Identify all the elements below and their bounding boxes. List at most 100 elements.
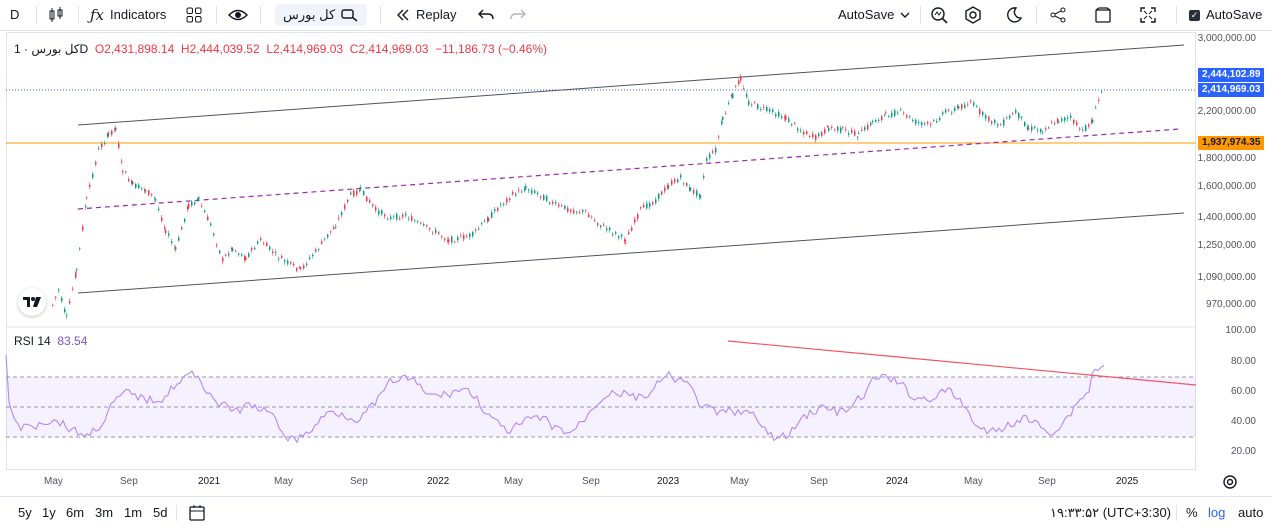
candle: [573, 210, 575, 214]
range-1m-button[interactable]: 1m: [124, 505, 143, 520]
candle: [831, 126, 833, 128]
visibility-button[interactable]: [228, 4, 248, 26]
clock-display[interactable]: ۱۹:۳۳:۵۲ (UTC+3:30): [1050, 505, 1171, 520]
publish-button[interactable]: [1094, 4, 1112, 26]
candle: [423, 224, 425, 226]
range-5y-button[interactable]: 5y: [18, 505, 32, 520]
symbol-search-button[interactable]: کل بورس: [275, 4, 368, 26]
auto-toggle[interactable]: auto: [1238, 505, 1264, 520]
undo-button[interactable]: [478, 4, 494, 26]
candle: [884, 114, 886, 116]
candle: [722, 117, 724, 120]
candle: [591, 216, 593, 218]
indicators-button[interactable]: ƒx Indicators: [90, 4, 166, 26]
interval-button[interactable]: D: [10, 4, 19, 26]
time-tick: Sep: [350, 476, 368, 487]
layouts-button[interactable]: [186, 4, 202, 26]
candle: [552, 201, 554, 204]
percent-toggle[interactable]: %: [1186, 505, 1198, 520]
candle: [369, 200, 371, 203]
candle: [525, 186, 527, 189]
fullscreen-button[interactable]: [1140, 4, 1156, 26]
candle: [121, 161, 123, 162]
share-button[interactable]: [1050, 4, 1066, 26]
candle: [897, 112, 899, 114]
candle: [731, 94, 733, 97]
replay-button[interactable]: Replay: [396, 4, 456, 26]
candle: [594, 219, 596, 221]
tradingview-logo[interactable]: [18, 288, 46, 316]
autosave-dropdown[interactable]: AutoSave: [838, 4, 910, 26]
candle: [232, 248, 234, 251]
candle: [769, 109, 771, 112]
candle: [709, 154, 711, 159]
redo-button[interactable]: [510, 4, 526, 26]
time-tick: Sep: [1038, 476, 1056, 487]
candle: [680, 175, 682, 178]
candle: [652, 202, 654, 205]
candle: [500, 204, 502, 206]
candle: [491, 212, 493, 218]
candle: [967, 104, 969, 106]
candle: [867, 124, 869, 130]
candle: [58, 289, 60, 291]
candle: [1015, 110, 1017, 113]
candle: [803, 131, 805, 135]
candle: [861, 129, 863, 131]
price-legend: کل بورس · 1D O2,431,898.14 H2,444,039.52…: [14, 42, 548, 56]
candle: [743, 88, 745, 90]
candle: [171, 241, 173, 243]
candle: [775, 114, 777, 117]
range-1y-button[interactable]: 1y: [42, 505, 56, 520]
candle: [766, 107, 768, 111]
candle: [970, 101, 972, 103]
candle: [979, 109, 981, 115]
chart-settings-button[interactable]: [1222, 474, 1238, 495]
candle: [600, 225, 602, 227]
range-3m-button[interactable]: 3m: [95, 505, 114, 520]
candle: [181, 227, 183, 230]
goto-date-button[interactable]: [188, 504, 206, 525]
time-tick: 2021: [198, 476, 221, 487]
candle: [122, 170, 124, 173]
candle: [512, 192, 514, 195]
chart-type-button[interactable]: [47, 4, 65, 26]
candle: [878, 119, 880, 121]
candle: [263, 243, 265, 245]
undo-icon: [478, 9, 494, 20]
candle: [503, 203, 505, 205]
candle: [703, 176, 705, 178]
theme-button[interactable]: [1006, 4, 1022, 26]
autosave-checkbox[interactable]: ✓ AutoSave: [1189, 4, 1262, 26]
candle: [204, 210, 206, 212]
last-price-label: 2,414,969.03: [1198, 83, 1264, 97]
candle: [197, 199, 199, 201]
candle: [1040, 129, 1042, 132]
candle: [757, 104, 759, 109]
price-tick: 970,000.00: [1205, 299, 1256, 310]
candle: [447, 239, 449, 241]
candle: [706, 158, 708, 161]
range-5d-button[interactable]: 5d: [153, 505, 168, 520]
time-tick: May: [504, 476, 523, 487]
candle: [1101, 91, 1103, 93]
settings-button[interactable]: [964, 4, 982, 26]
log-toggle[interactable]: log: [1208, 505, 1226, 520]
candle: [1045, 128, 1047, 130]
quick-search-button[interactable]: [930, 4, 948, 26]
range-6m-button[interactable]: 6m: [66, 505, 85, 520]
candle: [1064, 117, 1066, 121]
candle: [387, 218, 389, 220]
candle: [475, 229, 477, 231]
time-tick: May: [964, 476, 983, 487]
candle: [225, 255, 227, 256]
candle: [154, 198, 156, 200]
candle: [300, 267, 302, 269]
candle: [690, 188, 692, 190]
candle: [384, 214, 386, 217]
candle: [1073, 119, 1075, 124]
candle: [432, 232, 434, 234]
candle: [1067, 117, 1069, 119]
candle: [674, 179, 676, 182]
